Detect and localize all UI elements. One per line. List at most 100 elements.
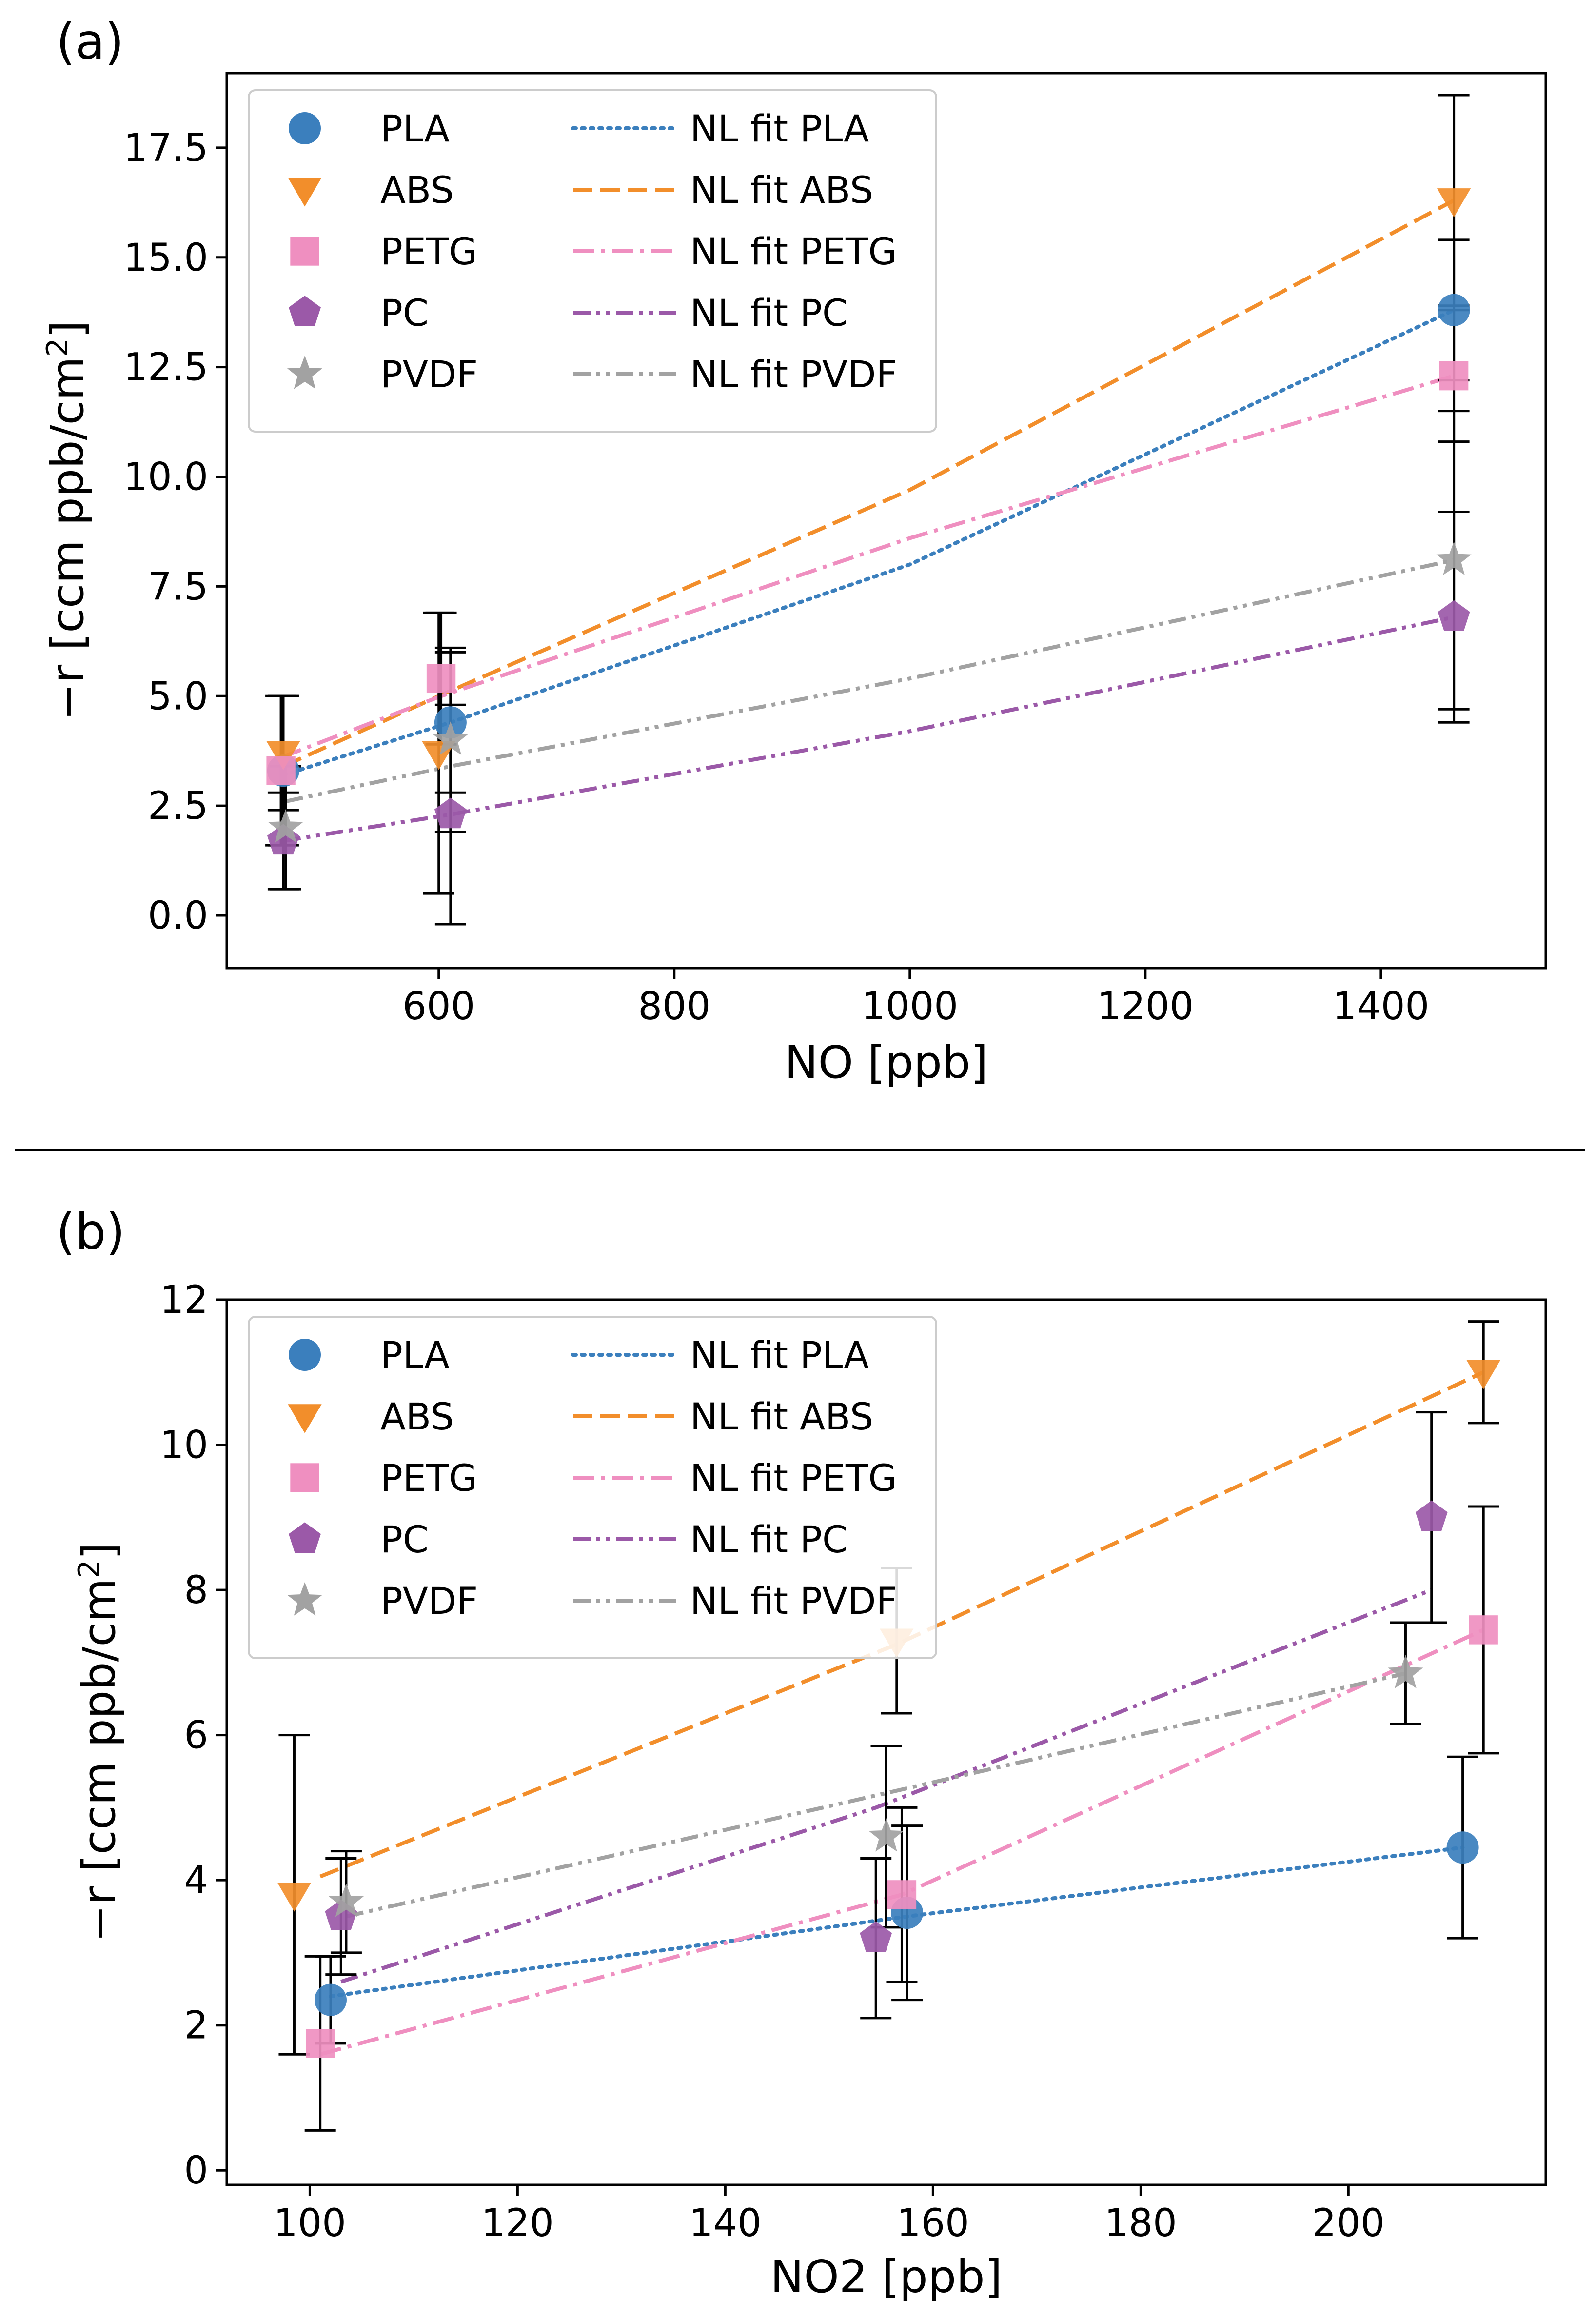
legend-marker-petg (290, 237, 319, 266)
y-axis-title-base: −r [ccm ppb/cm (41, 357, 94, 720)
y-axis-title: −r [ccm ppb/cm2] (40, 320, 94, 721)
x-tick-label: 800 (638, 985, 710, 1029)
point-pvdf (433, 721, 468, 755)
point-pvdf (268, 809, 303, 843)
point-pc (860, 1921, 892, 1952)
legend-marker-pc (289, 1522, 321, 1553)
point-pc (1438, 600, 1470, 631)
legend-marker-pc (289, 296, 321, 327)
legend-label-pc: PC (380, 1518, 429, 1561)
point-pla (314, 1983, 347, 2016)
fit-line-pc (340, 1588, 1433, 1984)
panel-b: (b) 100 120 140 160 180 200 0 2 4 6 8 10 12 NO2 [ppb] −… (56, 1203, 1547, 2303)
point-abs (1466, 1360, 1500, 1389)
legend-label-pc: PC (380, 291, 429, 335)
x-tick-label: 1200 (1097, 985, 1194, 1029)
x-tick-label: 120 (481, 2201, 554, 2245)
legend-marker-pla (289, 112, 321, 144)
legend-fit-label-pc: NL fit PC (690, 1518, 848, 1561)
legend-marker-petg (290, 1463, 319, 1492)
legend-box (248, 89, 937, 433)
x-tick-label: 160 (897, 2201, 969, 2245)
legend-fit-label-pvdf: NL fit PVDF (690, 353, 897, 396)
x-tick-label: 600 (402, 985, 475, 1029)
legend-marker-abs (288, 1404, 322, 1433)
point-pc (434, 797, 467, 829)
fit-line-abs (282, 198, 1455, 768)
legend-box (248, 1316, 937, 1659)
y-tick-label: 0 (184, 2149, 208, 2193)
legend-label-pla: PLA (380, 1333, 450, 1377)
y-axis-title-close: ] (73, 1542, 125, 1560)
x-tick-label: 1400 (1333, 985, 1430, 1029)
legend: PLA NL fit PLA ABS NL fit ABS PETG NL fit PET… (248, 89, 937, 433)
legend-fit-label-petg: NL fit PETG (690, 1456, 897, 1500)
fit-line-pvdf (285, 558, 1455, 804)
x-axis-title: NO2 [ppb] (770, 2251, 1003, 2303)
plot-frame (225, 1298, 1547, 2186)
point-petg (305, 2029, 335, 2058)
y-axis-title-sup: 2 (72, 1560, 106, 1578)
legend-fit-label-pc: NL fit PC (690, 291, 848, 335)
x-tick-label: 100 (274, 2201, 346, 2245)
point-pvdf (1436, 541, 1472, 575)
point-abs (277, 1883, 312, 1912)
y-tick-label: 10.0 (123, 456, 208, 499)
fit-line-petg (280, 374, 1455, 759)
legend-label-petg: PETG (380, 230, 477, 273)
y-axis-title-close: ] (41, 320, 94, 338)
panel-a: (a) 600 800 1000 1200 1400 0.0 2.5 5.0 7.5 10.0 12.… (40, 13, 1547, 1089)
point-petg (266, 756, 296, 785)
legend-label-abs: ABS (380, 1395, 454, 1438)
x-tick-label: 140 (689, 2201, 762, 2245)
panel-label: (b) (56, 1203, 125, 1260)
y-tick-label: 6 (184, 1714, 208, 1758)
legend-marker-abs (288, 178, 322, 207)
y-tick-label: 12 (160, 1278, 208, 1322)
legend-label-pvdf: PVDF (380, 353, 478, 396)
fit-line-abs (319, 1370, 1484, 1879)
fit-line-pvdf (346, 1671, 1406, 1919)
legend-marker-pvdf (287, 1582, 323, 1616)
legend-fit-label-pla: NL fit PLA (690, 107, 869, 150)
point-abs (1437, 188, 1471, 218)
y-axis-title: −r [ccm ppb/cm2] (72, 1542, 125, 1943)
y-tick-label: 10 (160, 1424, 208, 1467)
x-tick-label: 200 (1312, 2201, 1385, 2245)
point-pc (1415, 1500, 1448, 1531)
legend-marker-pla (289, 1339, 321, 1371)
y-tick-label: 15.0 (123, 236, 208, 280)
legend-fit-label-petg: NL fit PETG (690, 230, 897, 273)
legend: PLA NL fit PLA ABS NL fit ABS PETG NL fit PET… (248, 1316, 937, 1659)
panel-label: (a) (56, 13, 124, 70)
y-tick-label: 4 (184, 1859, 208, 1903)
y-tick-label: 12.5 (123, 346, 208, 390)
y-tick-label: 17.5 (123, 126, 208, 170)
legend-fit-label-pvdf: NL fit PVDF (690, 1579, 897, 1623)
y-tick-label: 5.0 (148, 674, 208, 718)
x-tick-label: 180 (1104, 2201, 1177, 2245)
y-tick-label: 8 (184, 1568, 208, 1612)
legend-label-petg: PETG (380, 1456, 477, 1500)
legend-label-pvdf: PVDF (380, 1579, 478, 1623)
y-tick-label: 2 (184, 2004, 208, 2048)
point-pvdf (868, 1818, 904, 1852)
point-pvdf (328, 1883, 364, 1917)
y-axis-title-sup: 2 (40, 338, 75, 357)
legend-label-abs: ABS (380, 168, 454, 212)
point-pla (1438, 294, 1470, 326)
point-petg (887, 1880, 917, 1909)
point-petg (1439, 361, 1469, 391)
y-tick-label: 2.5 (148, 784, 208, 828)
fit-line-pc (283, 615, 1455, 843)
point-petg (426, 664, 456, 694)
fit-line-pla (281, 308, 1456, 777)
y-tick-label: 7.5 (148, 565, 208, 609)
point-pvdf (1388, 1655, 1423, 1688)
point-petg (1469, 1615, 1498, 1645)
y-axis-title-base: −r [ccm ppb/cm (73, 1578, 125, 1942)
point-pla (1446, 1831, 1479, 1864)
point-abs (266, 741, 300, 770)
legend-fit-label-pla: NL fit PLA (690, 1333, 869, 1377)
